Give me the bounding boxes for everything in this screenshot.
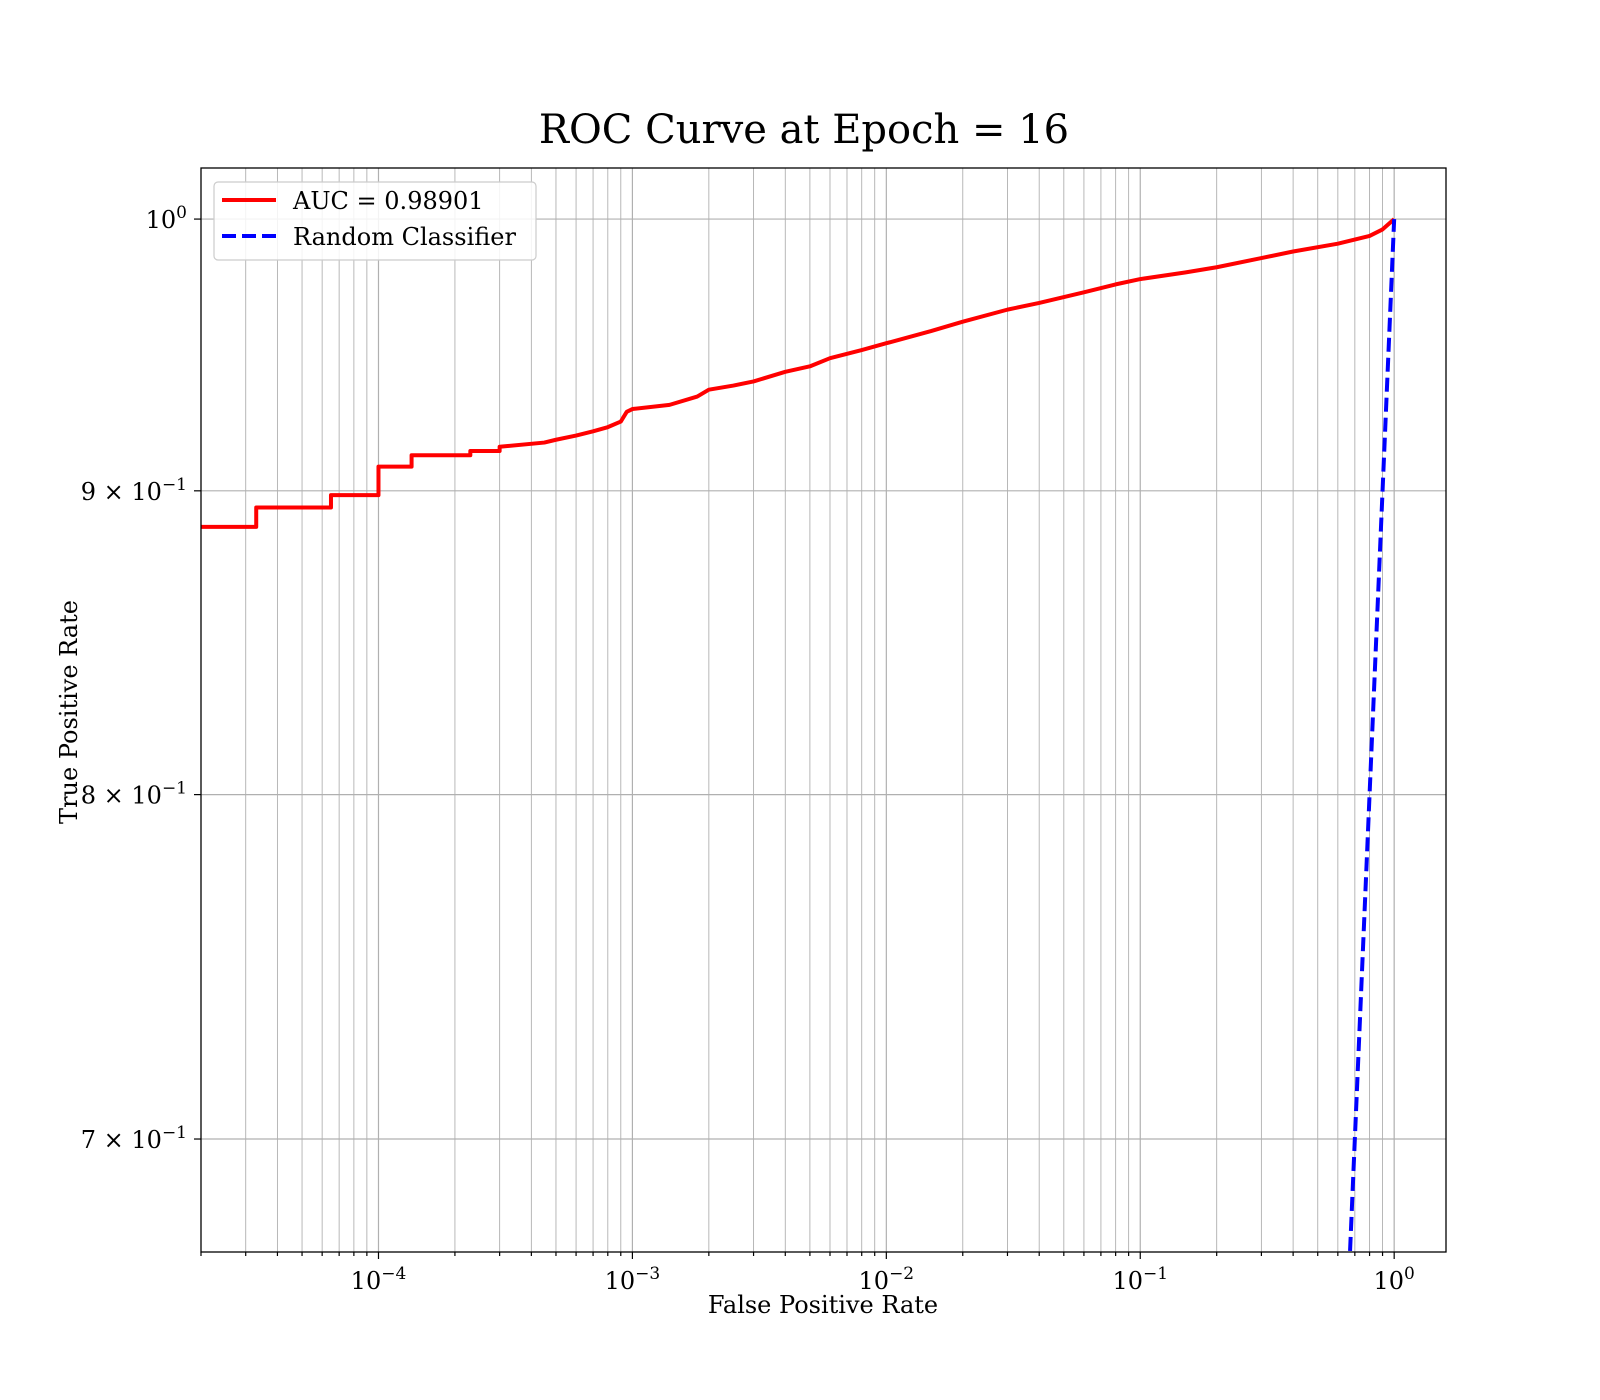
y-tick-label: 7 × 10−1 <box>81 1123 187 1154</box>
y-tick-label: 100 <box>146 203 187 234</box>
x-tick-label: 10−1 <box>1112 1264 1168 1295</box>
series-lines <box>201 217 1397 1252</box>
y-tick-label: 9 × 10−1 <box>81 475 187 506</box>
axis-ticks: 10−4 10−3 10−2 10−1 100 100 9 × 10−1 8 × 10−1 7 … <box>81 203 1415 1295</box>
legend-box <box>213 181 537 261</box>
y-axis-label: True Positive Rate <box>55 600 83 824</box>
x-tick-label: 100 <box>1373 1264 1414 1295</box>
x-tick-label: 10−2 <box>859 1264 915 1295</box>
x-tick-label: 10−4 <box>351 1264 407 1295</box>
random-classifier-line <box>1348 218 1397 1252</box>
x-axis-label: False Positive Rate <box>708 1291 938 1319</box>
grid <box>200 168 1446 1252</box>
x-tick-label: 10−3 <box>605 1264 661 1295</box>
plot-frame <box>200 167 1447 1253</box>
legend: AUC = 0.98901 Random Classifier <box>213 181 537 261</box>
legend-label-auc: AUC = 0.98901 <box>292 187 484 215</box>
chart-title: ROC Curve at Epoch = 16 <box>539 107 1069 153</box>
legend-label-random: Random Classifier <box>293 223 516 251</box>
y-tick-label: 8 × 10−1 <box>81 779 187 810</box>
roc-curve-line <box>201 217 1396 529</box>
